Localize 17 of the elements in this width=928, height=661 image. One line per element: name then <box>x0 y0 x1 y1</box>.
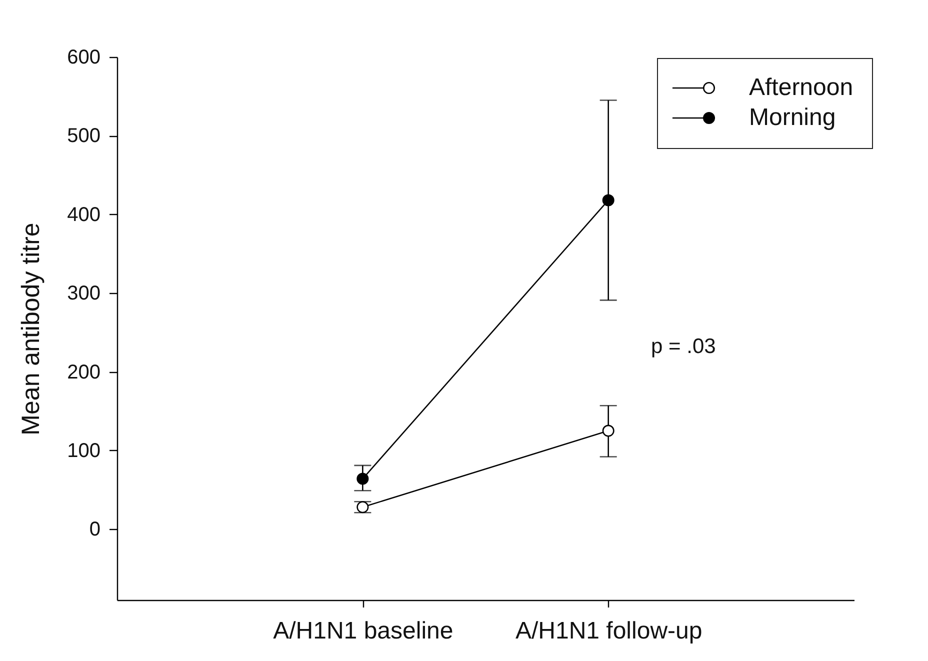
y-tick-label: 0 <box>89 518 100 541</box>
y-tick-label: 200 <box>67 361 100 384</box>
y-tick-label: 600 <box>67 46 100 68</box>
y-axis-title: Mean antibody titre <box>17 222 46 436</box>
point <box>602 424 614 437</box>
x-tick-label: A/H1N1 follow-up <box>515 618 702 644</box>
point <box>356 501 369 514</box>
legend-label: Morning <box>749 104 836 131</box>
legend-label: Afternoon <box>749 74 854 101</box>
point <box>602 194 614 206</box>
y-tick-label: 300 <box>67 282 100 305</box>
x-tick-label: A/H1N1 baseline <box>273 618 454 644</box>
y-tick-label: 500 <box>67 125 100 148</box>
annotation: p = .03 <box>651 335 716 358</box>
y-tick-label: 400 <box>67 204 100 226</box>
y-tick-label: 100 <box>67 440 100 462</box>
point <box>356 472 369 485</box>
